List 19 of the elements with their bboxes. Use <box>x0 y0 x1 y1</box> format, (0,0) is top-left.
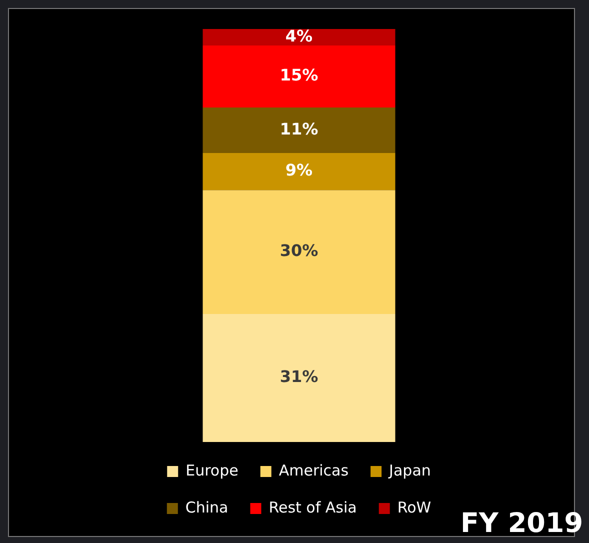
legend-label: Rest of Asia <box>268 498 357 516</box>
data-label: 31% <box>280 367 318 386</box>
bar <box>202 29 396 46</box>
data-label: 30% <box>280 241 318 260</box>
legend-label: Japan <box>388 461 431 480</box>
bar <box>202 190 396 314</box>
legend-label: Americas <box>278 461 349 480</box>
data-label: 9% <box>285 160 313 180</box>
legend-label: RoW <box>397 498 432 516</box>
data-label: 4% <box>285 26 313 46</box>
text: FY 2019 <box>460 508 583 539</box>
legend-label: Europe <box>186 461 238 480</box>
bar <box>202 107 396 153</box>
data-label: 15% <box>280 66 318 85</box>
bar <box>202 152 396 190</box>
bar <box>202 46 396 108</box>
legend-label: China <box>185 498 228 516</box>
bar <box>202 314 396 442</box>
data-label: 11% <box>280 119 318 138</box>
